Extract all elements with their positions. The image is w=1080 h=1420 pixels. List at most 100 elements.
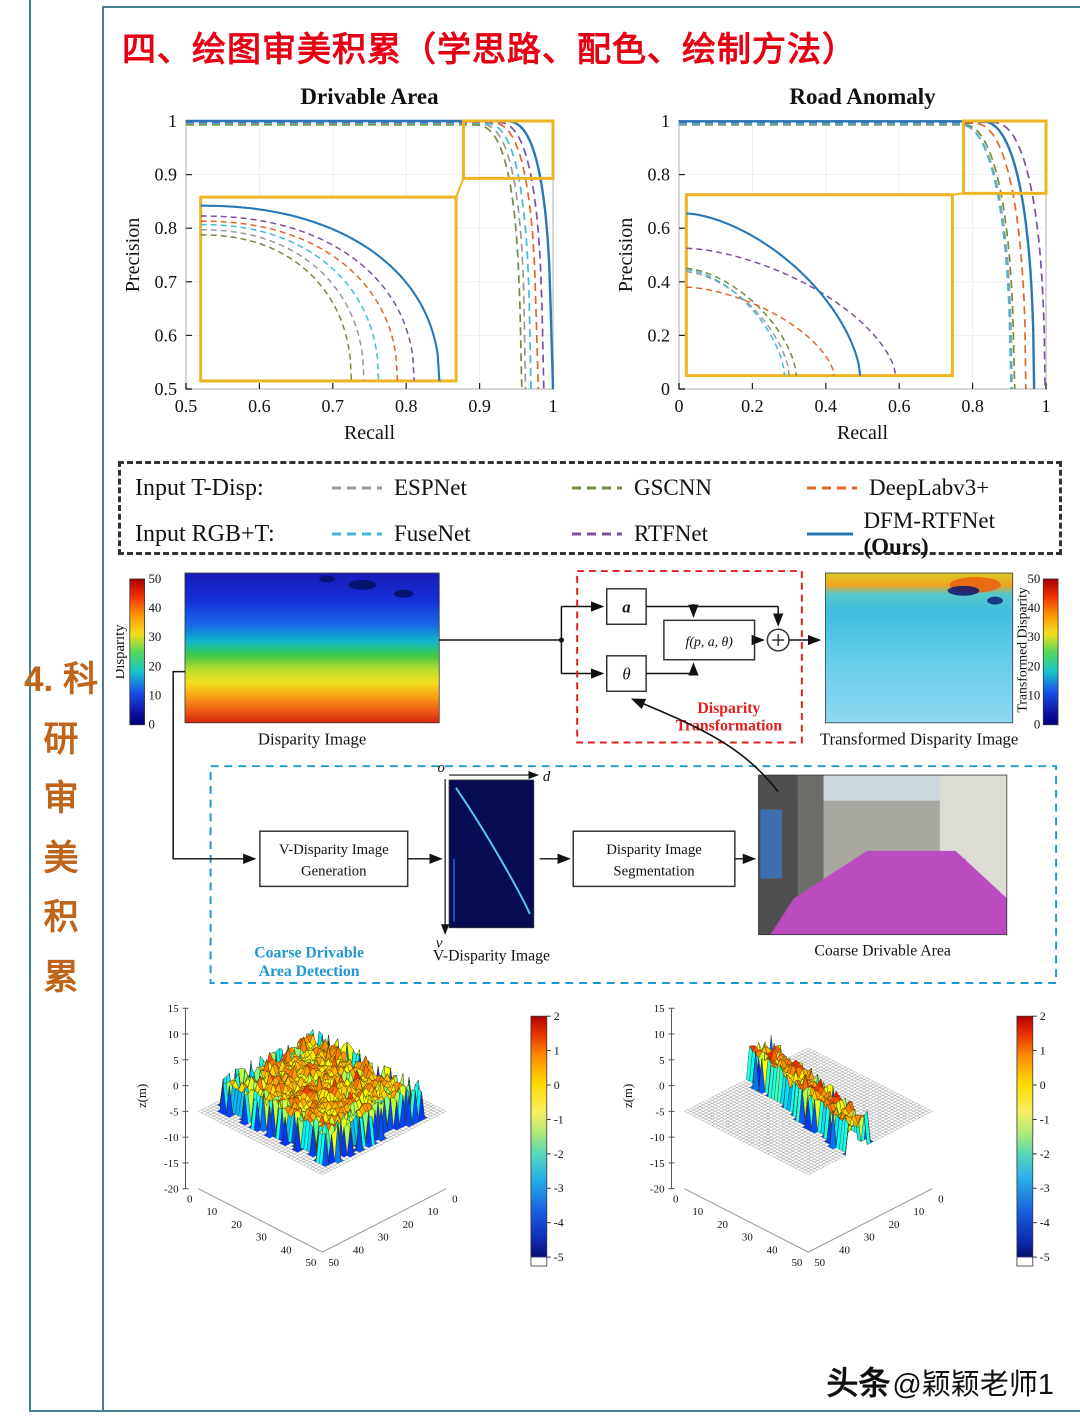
svg-text:1: 1: [553, 1044, 559, 1058]
legend-line-sample: [807, 532, 854, 536]
legend-item: RTFNet: [570, 521, 805, 547]
svg-text:Generation: Generation: [301, 864, 367, 880]
svg-text:50: 50: [149, 572, 162, 586]
svg-text:0: 0: [1034, 718, 1040, 732]
svg-text:d: d: [543, 769, 551, 785]
svg-text:Disparity Image: Disparity Image: [606, 842, 702, 858]
svg-text:0.8: 0.8: [961, 396, 984, 416]
svg-text:-5: -5: [553, 1250, 563, 1264]
svg-text:z(m): z(m): [621, 1084, 635, 1108]
svg-text:20: 20: [149, 659, 162, 673]
svg-text:10: 10: [206, 1206, 217, 1218]
svg-text:10: 10: [168, 1029, 179, 1041]
svg-text:20: 20: [889, 1219, 900, 1231]
legend-row: Input T-Disp: ESPNet GSCNN DeepLabv3+: [135, 468, 1045, 508]
legend-item: DFM-RTFNet (Ours): [805, 508, 1045, 560]
svg-text:θ: θ: [622, 664, 630, 683]
svg-text:-15: -15: [164, 1158, 179, 1170]
svg-text:Precision: Precision: [122, 218, 144, 292]
legend-item: DeepLabv3+: [805, 475, 1045, 501]
disparity-pipeline-diagram: 50 40 30 20 10 0 Disparity Disparity Image a θ f(p…: [116, 570, 1059, 984]
svg-text:40: 40: [839, 1244, 850, 1256]
side-label-line: 研 审: [43, 719, 79, 819]
svg-text:30: 30: [378, 1232, 389, 1244]
svg-text:10: 10: [149, 689, 162, 703]
svg-text:-5: -5: [655, 1106, 665, 1118]
frame-left-outer-line: [29, 0, 31, 1412]
side-label-line: 美 积: [43, 838, 79, 938]
svg-text:50: 50: [791, 1257, 802, 1269]
svg-text:10: 10: [654, 1029, 665, 1041]
svg-text:Precision: Precision: [615, 218, 637, 292]
svg-text:10: 10: [692, 1206, 703, 1218]
svg-text:Recall: Recall: [344, 422, 396, 444]
legend-line-sample: [807, 486, 857, 490]
surface-colorbar-left: 2 1 0 -1 -2 -3 -4 -5: [530, 1009, 563, 1267]
svg-text:1: 1: [168, 111, 177, 131]
svg-text:50: 50: [328, 1257, 339, 1269]
svg-text:5: 5: [173, 1055, 179, 1067]
svg-text:2: 2: [553, 1009, 559, 1023]
svg-text:40: 40: [149, 601, 162, 615]
legend-line-sample: [332, 486, 382, 490]
svg-text:0: 0: [173, 1081, 179, 1093]
svg-text:Area Detection: Area Detection: [259, 963, 360, 980]
svg-text:o: o: [437, 760, 444, 776]
svg-text:50: 50: [814, 1257, 825, 1269]
svg-text:30: 30: [864, 1232, 875, 1244]
pr-chart-drivable-area: 0.5 0.6 0.7 0.8 0.9 1 0.5 0.6 0.7 0.8 0.9 1 Drivable…: [122, 84, 558, 444]
svg-text:15: 15: [654, 1003, 665, 1015]
svg-text:40: 40: [1028, 601, 1041, 615]
svg-text:10: 10: [1028, 689, 1041, 703]
svg-text:40: 40: [281, 1244, 292, 1256]
legend-row: Input RGB+T: FuseNet RTFNet DFM-RTFNet (Our…: [135, 508, 1045, 559]
svg-text:30: 30: [742, 1232, 753, 1244]
svg-text:0.7: 0.7: [155, 272, 178, 292]
svg-text:Transformed Disparity: Transformed Disparity: [1015, 587, 1030, 713]
frame-bottom-line: [29, 1410, 1080, 1412]
svg-text:0: 0: [187, 1194, 193, 1206]
svg-text:0: 0: [1039, 1078, 1045, 1092]
svg-text:-5: -5: [169, 1106, 179, 1118]
svg-text:f(p, a, θ): f(p, a, θ): [686, 634, 734, 650]
svg-text:z(m): z(m): [135, 1084, 149, 1108]
watermark-handle: @颖颖老师1: [892, 1369, 1054, 1401]
svg-text:50: 50: [1028, 572, 1041, 586]
svg-text:0: 0: [452, 1194, 458, 1206]
svg-text:10: 10: [913, 1206, 924, 1218]
svg-text:0.9: 0.9: [155, 165, 178, 185]
frame-top-line: [102, 6, 1080, 8]
svg-text:20: 20: [1028, 659, 1041, 673]
svg-text:-2: -2: [553, 1147, 563, 1161]
svg-text:Drivable Area: Drivable Area: [300, 84, 439, 109]
svg-text:0: 0: [661, 379, 670, 399]
svg-text:20: 20: [717, 1219, 728, 1231]
svg-text:0.5: 0.5: [155, 379, 178, 399]
svg-text:-4: -4: [1039, 1216, 1049, 1230]
svg-text:50: 50: [305, 1257, 316, 1269]
legend-item-name: GSCNN: [634, 475, 712, 500]
chart-legend: Input T-Disp: ESPNet GSCNN DeepLabv3+ Input …: [118, 461, 1062, 559]
legend-line-sample: [332, 532, 382, 536]
svg-text:-20: -20: [650, 1184, 665, 1196]
legend-item-name: RTFNet: [634, 521, 709, 546]
svg-text:0: 0: [149, 718, 155, 732]
svg-text:Recall: Recall: [837, 422, 889, 444]
svg-text:-15: -15: [650, 1158, 665, 1170]
svg-text:30: 30: [149, 630, 162, 644]
legend-item: GSCNN: [570, 475, 805, 501]
svg-text:-3: -3: [553, 1181, 563, 1195]
svg-text:0: 0: [675, 396, 684, 416]
svg-text:0.7: 0.7: [322, 396, 345, 416]
surface-plots-row: 15 10 5 0 -5 -10 -15 -20 z(m) 0 0 10 10 20 20 30 30 40 40 5…: [116, 997, 1072, 1307]
svg-text:a: a: [622, 597, 630, 616]
watermark-brand: 头条: [826, 1365, 891, 1401]
svg-text:0.6: 0.6: [155, 325, 178, 345]
svg-text:5: 5: [659, 1055, 665, 1067]
watermark: 头条@颖颖老师1: [826, 1358, 1054, 1404]
legend-line-sample: [572, 532, 622, 536]
svg-text:Disparity: Disparity: [697, 700, 760, 717]
svg-text:-10: -10: [164, 1132, 179, 1144]
